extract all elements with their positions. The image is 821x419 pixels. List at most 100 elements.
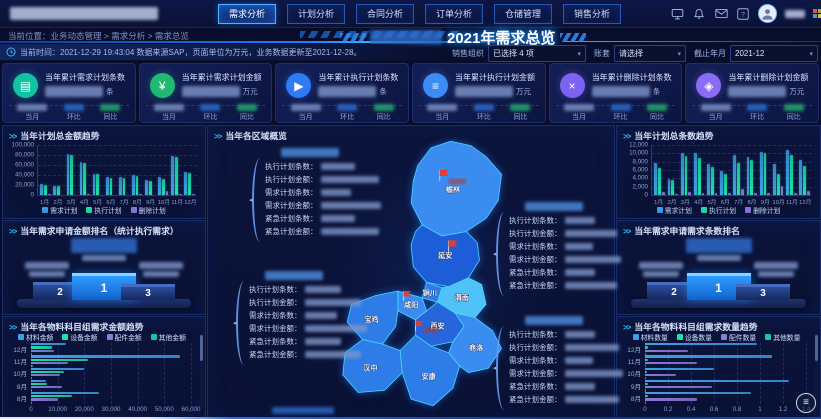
legend-item[interactable]: 其他数量 [765, 332, 800, 342]
callout-value-masked [304, 338, 341, 345]
chart-bar [31, 373, 61, 377]
region-name-masked [525, 316, 583, 325]
callout-value-masked [564, 344, 619, 351]
legend-label: 材料金额 [26, 335, 54, 342]
chart-bar [645, 346, 649, 349]
nav-tab-仓储管理[interactable]: 仓储管理 [494, 4, 552, 24]
legend-item[interactable]: 材料金额 [18, 332, 53, 342]
x-axis-tick: 1月 [40, 200, 50, 206]
chart-bar [645, 358, 649, 361]
kpi-value-masked [591, 86, 650, 97]
floating-menu-button[interactable] [796, 393, 816, 413]
chart-bar [789, 154, 793, 195]
kpi-value-masked [45, 86, 103, 97]
flag-label-masked [448, 178, 467, 185]
legend-item[interactable]: 设备金额 [62, 332, 98, 342]
kpi-title: 当年累计需求计划条数 [45, 73, 125, 82]
nav-tab-需求分析[interactable]: 需求分析 [218, 4, 276, 24]
legend-item[interactable]: 删除计划 [130, 205, 166, 215]
panel-arrow-icon [623, 131, 630, 141]
chart-bar [780, 185, 784, 195]
podium-rank-3: 3 [121, 284, 175, 300]
legend-item[interactable]: 设备数量 [676, 332, 712, 342]
chart-bar [96, 174, 100, 195]
filter-select[interactable]: 2021-12 ▾ [730, 45, 818, 62]
chart-bar [31, 349, 54, 352]
legend-item[interactable]: 配件金额 [106, 332, 142, 342]
chart-bar [793, 192, 797, 195]
chart-bar [161, 178, 165, 195]
help-icon[interactable]: ? [736, 7, 750, 21]
gridline [652, 186, 812, 188]
callout-row: 需求计划金额： [509, 253, 621, 266]
bell-icon[interactable] [692, 7, 706, 21]
callout-bracket [236, 281, 245, 365]
apps-icon[interactable] [813, 9, 821, 18]
filter-select[interactable]: 请选择 ▾ [614, 45, 686, 62]
gridline [760, 343, 761, 404]
ranking-podium: 2 1 3 [625, 236, 812, 310]
y-axis-tick: 9月 [16, 383, 27, 391]
legend-item[interactable]: 其他金额 [150, 332, 186, 342]
callout-value-masked [564, 331, 595, 338]
chart-bar [759, 152, 763, 195]
x-axis-labels: 1月 2月 3月 4月 5月 6月 7月 8月 9月 10月 11月 12月 [652, 197, 812, 206]
title-deco-right [560, 33, 586, 42]
x-axis-tick: 7月 [734, 200, 744, 206]
material-amount-trend-chart: 材料金额 设备金额 配件金额 其他金额 0 10,000 20,000 30,000 40,00… [7, 330, 200, 415]
kpi-footer-item: 当月 [290, 104, 321, 122]
chart-bar [763, 153, 767, 195]
map-region-yulin[interactable] [410, 140, 502, 237]
chart-bar [776, 174, 780, 195]
legend-label: 删除计划 [138, 208, 166, 215]
legend-item[interactable]: 执行计划 [700, 205, 736, 215]
legend-label: 设备数量 [684, 335, 712, 342]
callout-label: 执行计划条数： [265, 162, 318, 171]
chevron-down-icon: ▾ [809, 50, 813, 58]
nav-tab-计划分析[interactable]: 计划分析 [287, 4, 345, 24]
gridline [38, 185, 197, 186]
legend-item[interactable]: 执行计划 [86, 205, 122, 215]
legend-swatch [765, 334, 772, 340]
nav-tab-销售分析[interactable]: 销售分析 [563, 4, 621, 24]
scrollbar-thumb[interactable] [200, 335, 203, 361]
filter-label: 截止年月 [694, 49, 726, 58]
avatar[interactable] [758, 4, 777, 23]
chart-bar [74, 194, 77, 195]
nav-tab-订单分析[interactable]: 订单分析 [425, 4, 483, 24]
callout-body: 执行计划条数： 执行计划金额： 需求计划条数： 需求计划金额： 紧急计划条数： 紧急计划金… [249, 271, 367, 365]
callout-row: 紧急计划条数： [249, 335, 367, 348]
callout-value-masked [304, 351, 361, 358]
legend-label: 配件金额 [114, 335, 142, 342]
deco-line [0, 41, 565, 43]
legend-item[interactable]: 需求计划 [42, 205, 77, 215]
filter-select[interactable]: 已选择 4 项 ▾ [488, 45, 586, 62]
nav-tab-合同分析[interactable]: 合同分析 [356, 4, 414, 24]
chart-bar [688, 192, 692, 195]
gridline [783, 343, 784, 404]
legend-item[interactable]: 材料数量 [632, 332, 668, 342]
callout-row: 紧急计划金额： [509, 393, 623, 406]
legend-item[interactable]: 删除计划 [745, 205, 780, 215]
bar-group [91, 145, 104, 195]
kpi-footer-value-masked [783, 104, 804, 111]
breadcrumb: 当前位置：业务动态管理 > 需求分析 > 需求总览 [8, 31, 189, 41]
bar-rows: 12月 11月 10月 9月 8月 [627, 343, 806, 404]
bar-group [666, 145, 679, 195]
panel-scrollbar [200, 333, 203, 406]
legend-swatch [18, 334, 25, 340]
kpi-title: 当年累计需求计划金额 [181, 73, 262, 82]
x-axis-tick: 4月 [694, 200, 704, 206]
chart-bar [645, 364, 647, 368]
map-region-ankang[interactable] [399, 334, 460, 407]
callout-row: 需求计划条数： [249, 309, 367, 322]
user-name-masked[interactable] [785, 9, 805, 18]
chart-legend: 需求计划 执行计划 删除计划 [7, 205, 201, 215]
legend-item[interactable]: 配件数量 [721, 332, 756, 342]
scrollbar-thumb[interactable] [815, 335, 818, 361]
monitor-icon[interactable] [670, 7, 684, 21]
callout-row: 需求计划条数： [265, 186, 381, 199]
mail-icon[interactable] [714, 7, 728, 21]
callout-label: 紧急计划条数： [509, 268, 562, 277]
legend-item[interactable]: 需求计划 [656, 205, 692, 215]
